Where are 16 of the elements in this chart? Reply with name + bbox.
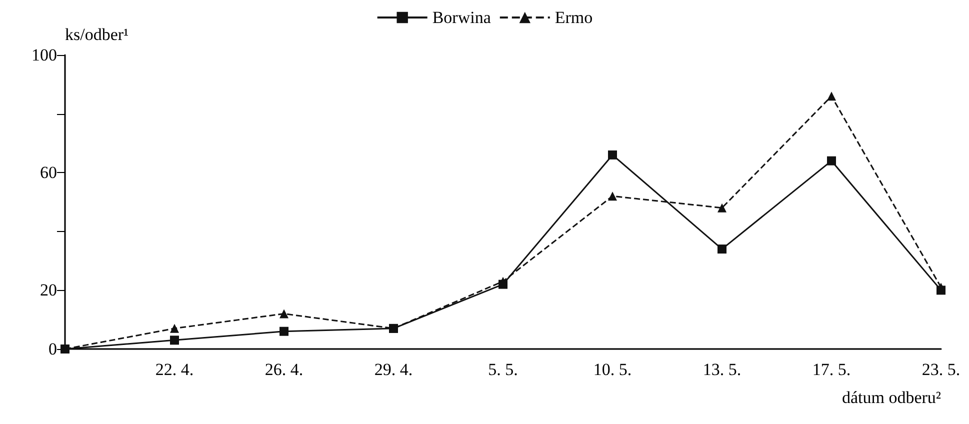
y-tick-label: 20 (40, 280, 57, 300)
legend-label: Borwina (432, 8, 492, 27)
y-tick-label: 100 (32, 46, 57, 64)
x-axis-title: dátum odberu² (842, 388, 941, 407)
legend-label: Ermo (554, 8, 593, 27)
x-tick-label: 29. 4. (374, 360, 413, 379)
x-tick-label: 17. 5. (812, 360, 851, 379)
y-tick-label: 0 (48, 340, 57, 358)
x-tick-label: 13. 5. (702, 360, 742, 379)
x-tick-label: 26. 4. (264, 360, 304, 379)
x-tick-label: 22. 4. (155, 360, 194, 379)
x-tick-label: 10. 5. (593, 360, 632, 379)
x-tick-label: 23. 5. (922, 360, 960, 379)
x-tick-label: 5. 5. (488, 360, 518, 379)
y-axis-title: ks/odber¹ (65, 25, 129, 44)
y-tick-label: 60 (40, 163, 57, 182)
